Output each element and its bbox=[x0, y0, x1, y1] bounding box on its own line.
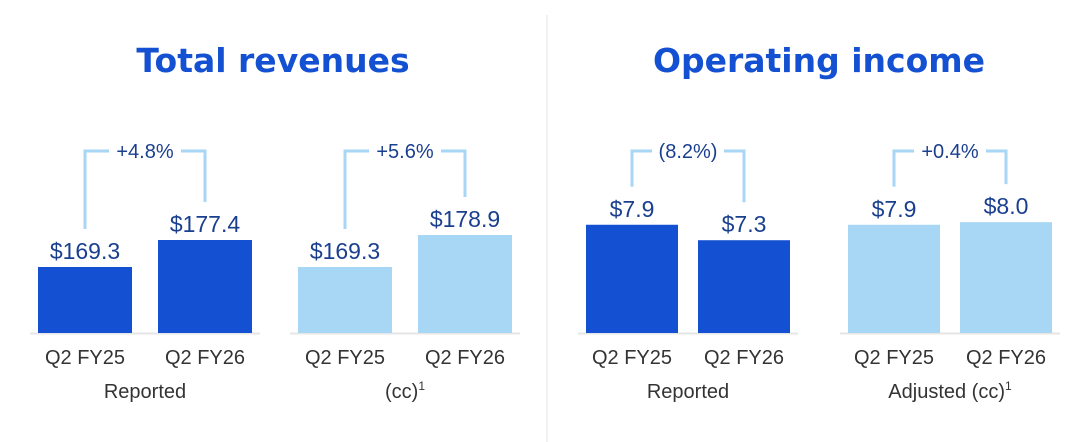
bar-value-label: $169.3 bbox=[50, 238, 120, 264]
category-label: Q2 FY26 bbox=[704, 347, 784, 369]
chart-panel-0: Total revenues $169.3 Q2 FY25 $177.4 Q2 FY26… bbox=[30, 41, 520, 403]
change-label: +5.6% bbox=[376, 141, 433, 163]
bar bbox=[38, 267, 132, 333]
bar bbox=[158, 240, 252, 333]
category-label: Q2 FY26 bbox=[165, 347, 245, 369]
group-label-superscript: 1 bbox=[418, 379, 425, 393]
change-bracket-right bbox=[724, 149, 746, 203]
change-bracket-left bbox=[343, 149, 369, 229]
bar bbox=[298, 267, 392, 333]
category-label: Q2 FY26 bbox=[966, 347, 1046, 369]
bar-group: $169.3 Q2 FY25 $177.4 Q2 FY26 Reported +4.8% bbox=[30, 141, 260, 403]
bar-group: $7.9 Q2 FY25 $7.3 Q2 FY26 Reported (8.2%) bbox=[578, 141, 798, 403]
bar-value-label: $7.3 bbox=[722, 211, 767, 237]
bar-value-label: $7.9 bbox=[872, 196, 917, 222]
change-bracket-right bbox=[181, 149, 207, 202]
change-bracket-left bbox=[892, 149, 914, 187]
bar-value-label: $178.9 bbox=[430, 206, 500, 232]
group-label-superscript: 1 bbox=[1005, 379, 1012, 393]
group-label-text: Reported bbox=[104, 381, 186, 403]
change-bracket-left bbox=[630, 149, 652, 187]
group-label-text: Reported bbox=[647, 381, 729, 403]
change-label: +4.8% bbox=[116, 141, 173, 163]
bar bbox=[848, 224, 940, 333]
group-label: Reported bbox=[647, 381, 729, 403]
group-label: Adjusted (cc)1 bbox=[888, 379, 1012, 403]
bar bbox=[960, 222, 1052, 333]
group-label-text: (cc) bbox=[385, 381, 418, 403]
bar-value-label: $177.4 bbox=[170, 211, 241, 237]
category-label: Q2 FY25 bbox=[854, 347, 934, 369]
change-label: +0.4% bbox=[921, 141, 978, 163]
group-label: (cc)1 bbox=[385, 379, 425, 403]
category-label: Q2 FY25 bbox=[45, 347, 125, 369]
bar-value-label: $8.0 bbox=[984, 193, 1029, 219]
bar bbox=[698, 240, 790, 333]
bar-value-label: $7.9 bbox=[610, 196, 655, 222]
change-bracket-right bbox=[441, 149, 467, 197]
group-label-text: Adjusted (cc) bbox=[888, 381, 1005, 403]
change-label: (8.2%) bbox=[659, 141, 718, 163]
bar bbox=[586, 224, 678, 333]
bar-value-label: $169.3 bbox=[310, 238, 380, 264]
bar-group: $169.3Q2 FY25$178.9Q2 FY26(cc)1+5.6% bbox=[290, 141, 520, 403]
group-label: Reported bbox=[104, 381, 186, 403]
category-label: Q2 FY26 bbox=[425, 347, 505, 369]
category-label: Q2 FY25 bbox=[305, 347, 385, 369]
bar-group: $7.9 Q2 FY25 $8.0 Q2 FY26 Adjusted (cc)1 +0.4… bbox=[840, 141, 1060, 403]
chart-title: Total revenues bbox=[136, 41, 409, 80]
chart-panel-1: Operating income $7.9 Q2 FY25 $7.3 Q2 FY26 Re… bbox=[578, 41, 1060, 403]
change-bracket-left bbox=[83, 149, 109, 229]
bar bbox=[418, 235, 512, 333]
change-bracket-right bbox=[986, 149, 1008, 185]
chart-title: Operating income bbox=[653, 41, 985, 80]
category-label: Q2 FY25 bbox=[592, 347, 672, 369]
